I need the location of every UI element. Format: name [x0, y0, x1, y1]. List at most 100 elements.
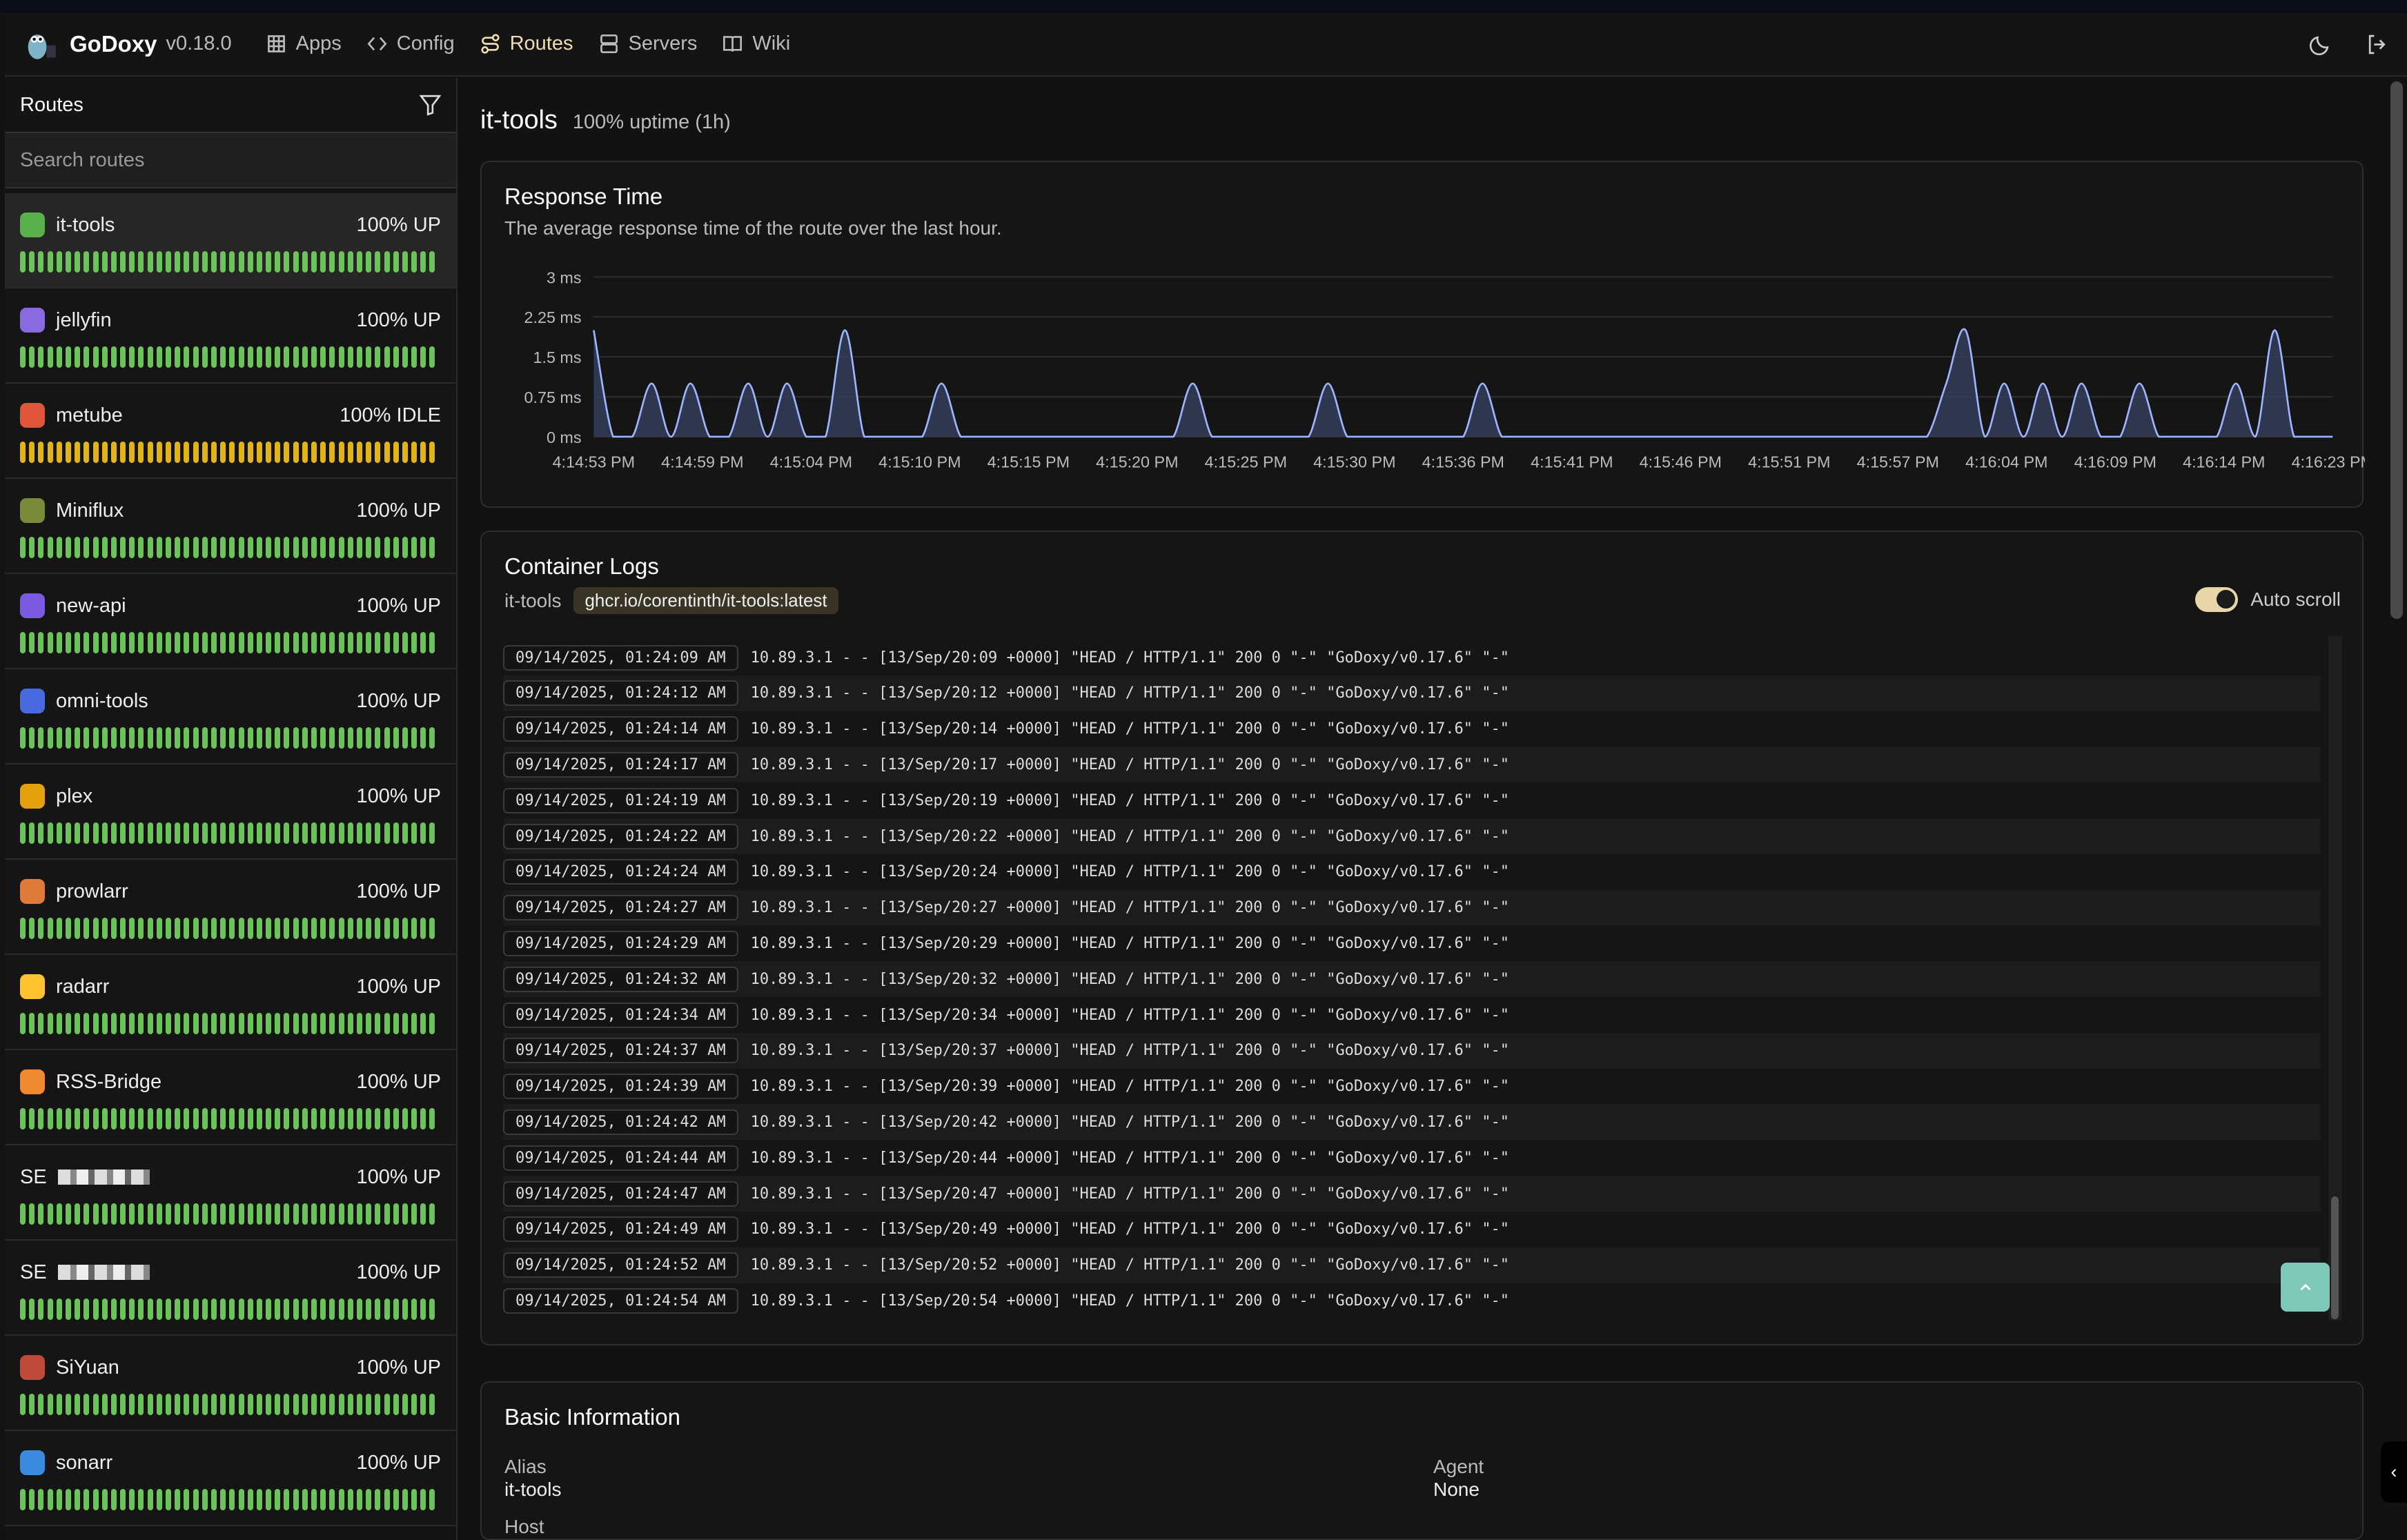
nav-config[interactable]: Config: [366, 32, 455, 55]
uptime-bar: [356, 727, 362, 749]
uptime-bar: [402, 822, 408, 844]
log-scrollbar[interactable]: [2328, 636, 2342, 1321]
nav-servers[interactable]: Servers: [598, 32, 697, 55]
uptime-bar: [156, 1203, 162, 1225]
filter-icon[interactable]: [420, 95, 441, 116]
uptime-bar: [210, 822, 217, 844]
uptime-bar: [193, 1203, 199, 1225]
uptime-bar: [184, 1013, 190, 1034]
log-row: 09/14/2025, 01:24:17 AM 10.89.3.1 - - [13…: [503, 747, 2321, 783]
uptime-bar: [20, 1013, 26, 1034]
route-item[interactable]: jellyfin 100% UP: [5, 288, 456, 384]
nav-routes[interactable]: Routes: [480, 32, 573, 55]
nav-wiki[interactable]: Wiki: [722, 32, 790, 55]
route-item[interactable]: Miniflux 100% UP: [5, 479, 456, 574]
uptime-bar: [38, 442, 44, 463]
uptime-bar: [156, 251, 162, 273]
nav-label: Routes: [509, 32, 573, 55]
log-timestamp: 09/14/2025, 01:24:14 AM: [503, 716, 738, 742]
route-item[interactable]: new-api 100% UP: [5, 574, 456, 669]
log-timestamp: 09/14/2025, 01:24:49 AM: [503, 1216, 738, 1243]
uptime-bar: [393, 1394, 399, 1415]
uptime-bar: [411, 251, 417, 273]
route-item[interactable]: SE 100% UP: [5, 1241, 456, 1336]
scroll-to-top-button[interactable]: [2281, 1263, 2330, 1312]
uptime-bar: [156, 822, 162, 844]
gopher-logo-icon: [28, 34, 56, 59]
uptime-bar: [247, 1203, 253, 1225]
uptime-bar: [147, 1203, 153, 1225]
uptime-bar: [47, 346, 53, 368]
uptime-bar: [238, 1394, 244, 1415]
uptime-bar: [38, 1489, 44, 1510]
moon-icon[interactable]: [2309, 33, 2332, 56]
x-tick-label: 4:16:14 PM: [2183, 453, 2265, 471]
route-item[interactable]: metube 100% IDLE: [5, 384, 456, 479]
uptime-bar: [329, 1203, 335, 1225]
uptime-bar: [56, 1394, 62, 1415]
route-name: Miniflux: [56, 499, 124, 522]
uptime-bar: [75, 1203, 81, 1225]
uptime-bar: [411, 1299, 417, 1320]
uptime-bar: [366, 442, 372, 463]
grid-icon: [267, 35, 285, 52]
log-message: 10.89.3.1 - - [13/Sep/20:29 +0000] "HEAD…: [750, 934, 1509, 952]
uptime-bar: [110, 632, 117, 653]
uptime-bar: [256, 537, 262, 558]
uptime-bar: [56, 1203, 62, 1225]
nav-apps[interactable]: Apps: [266, 32, 342, 55]
uptime-bar: [193, 918, 199, 939]
uptime-bar: [166, 537, 171, 558]
uptime-bars: [20, 1013, 441, 1034]
route-item[interactable]: plex 100% UP: [5, 764, 456, 860]
uptime-bar: [311, 537, 317, 558]
uptime-bar: [193, 1013, 199, 1034]
brand-name[interactable]: GoDoxy: [70, 30, 157, 57]
uptime-bar: [101, 632, 108, 653]
uptime-bar: [402, 442, 408, 463]
route-item[interactable]: it-tools 100% UP: [5, 193, 456, 288]
uptime-bar: [302, 727, 308, 749]
uptime-bar: [101, 1108, 108, 1129]
uptime-bar: [311, 442, 317, 463]
uptime-bar: [266, 1394, 272, 1415]
uptime-bar: [166, 1108, 171, 1129]
uptime-bar: [320, 442, 326, 463]
uptime-bar: [384, 1489, 390, 1510]
uptime-bar: [175, 918, 181, 939]
route-item[interactable]: SE 100% UP: [5, 1145, 456, 1241]
collapse-panel-button[interactable]: ‹: [2381, 1441, 2407, 1503]
page-scrollbar[interactable]: [2390, 81, 2403, 619]
uptime-bar: [347, 1203, 353, 1225]
uptime-bar: [65, 727, 71, 749]
x-tick-label: 4:16:23 PM: [2292, 453, 2365, 471]
uptime-bar: [75, 346, 81, 368]
auto-scroll-toggle[interactable]: [2195, 587, 2239, 612]
route-item[interactable]: prowlarr 100% UP: [5, 860, 456, 955]
uptime-bar: [329, 251, 335, 273]
route-item[interactable]: sonarr 100% UP: [5, 1431, 456, 1526]
route-item[interactable]: RSS-Bridge 100% UP: [5, 1050, 456, 1145]
x-tick-label: 4:15:25 PM: [1205, 453, 1287, 471]
uptime-bar: [347, 632, 353, 653]
uptime-bar: [220, 1299, 226, 1320]
route-item[interactable]: SiYuan 100% UP: [5, 1336, 456, 1431]
uptime-bar: [92, 1299, 99, 1320]
uptime-bar: [420, 1013, 426, 1034]
uptime-bar: [65, 632, 71, 653]
uptime-bar: [338, 442, 344, 463]
uptime-bar: [75, 632, 81, 653]
route-item[interactable]: radarr 100% UP: [5, 955, 456, 1050]
uptime-bar: [29, 1108, 35, 1129]
route-app-icon: [20, 308, 45, 333]
uptime-bar: [184, 822, 190, 844]
logout-icon[interactable]: [2366, 33, 2388, 56]
route-item[interactable]: omni-tools 100% UP: [5, 669, 456, 764]
uptime-bar: [147, 1299, 153, 1320]
uptime-bar: [366, 822, 372, 844]
uptime-bar: [266, 1013, 272, 1034]
uptime-bar: [83, 442, 90, 463]
x-tick-label: 4:15:20 PM: [1096, 453, 1178, 471]
search-input[interactable]: Search routes: [5, 133, 456, 188]
uptime-bar: [356, 537, 362, 558]
